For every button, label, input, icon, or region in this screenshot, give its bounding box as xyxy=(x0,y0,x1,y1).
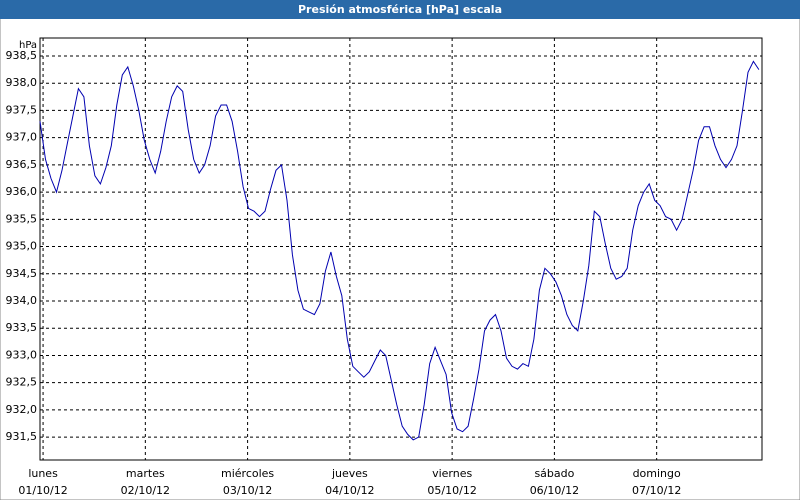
y-tick-label: 935,5 xyxy=(6,212,38,225)
x-tick-date: 04/10/12 xyxy=(325,484,374,497)
x-tick-date: 07/10/12 xyxy=(632,484,681,497)
y-tick-label: 933,5 xyxy=(6,321,38,334)
y-tick-label: 932,5 xyxy=(6,376,38,389)
x-tick-label: sábado xyxy=(534,467,574,480)
y-unit: hPa xyxy=(19,40,37,51)
y-tick-label: 938,0 xyxy=(6,76,38,89)
x-tick-date: 02/10/12 xyxy=(121,484,170,497)
y-tick-label: 936,0 xyxy=(6,185,38,198)
title-bar xyxy=(0,0,800,19)
x-tick-label: martes xyxy=(126,467,165,480)
x-tick-label: miércoles xyxy=(221,467,274,480)
y-tick-label: 936,5 xyxy=(6,158,38,171)
x-tick-date: 01/10/12 xyxy=(18,484,67,497)
x-tick-date: 03/10/12 xyxy=(223,484,272,497)
y-tick-label: 931,5 xyxy=(6,430,38,443)
y-tick-label: 932,0 xyxy=(6,403,38,416)
x-tick-label: jueves xyxy=(331,467,368,480)
y-tick-label: 934,5 xyxy=(6,267,38,280)
x-tick-label: lunes xyxy=(28,467,58,480)
plot-frame xyxy=(39,37,763,461)
y-tick-label: 934,0 xyxy=(6,294,38,307)
x-tick-date: 05/10/12 xyxy=(427,484,476,497)
line xyxy=(39,60,760,441)
chart-title: Presión atmosférica [hPa] escala xyxy=(298,3,502,16)
x-tick-date: 06/10/12 xyxy=(530,484,579,497)
y-tick-label: 933,0 xyxy=(6,348,38,361)
x-tick-label: viernes xyxy=(432,467,472,480)
y-tick-label: 935,0 xyxy=(6,240,38,253)
x-tick-label: domingo xyxy=(633,467,681,480)
y-tick-label: 937,5 xyxy=(6,103,38,116)
y-tick-label: 938,5 xyxy=(6,49,38,62)
y-tick-label: 937,0 xyxy=(6,131,38,144)
